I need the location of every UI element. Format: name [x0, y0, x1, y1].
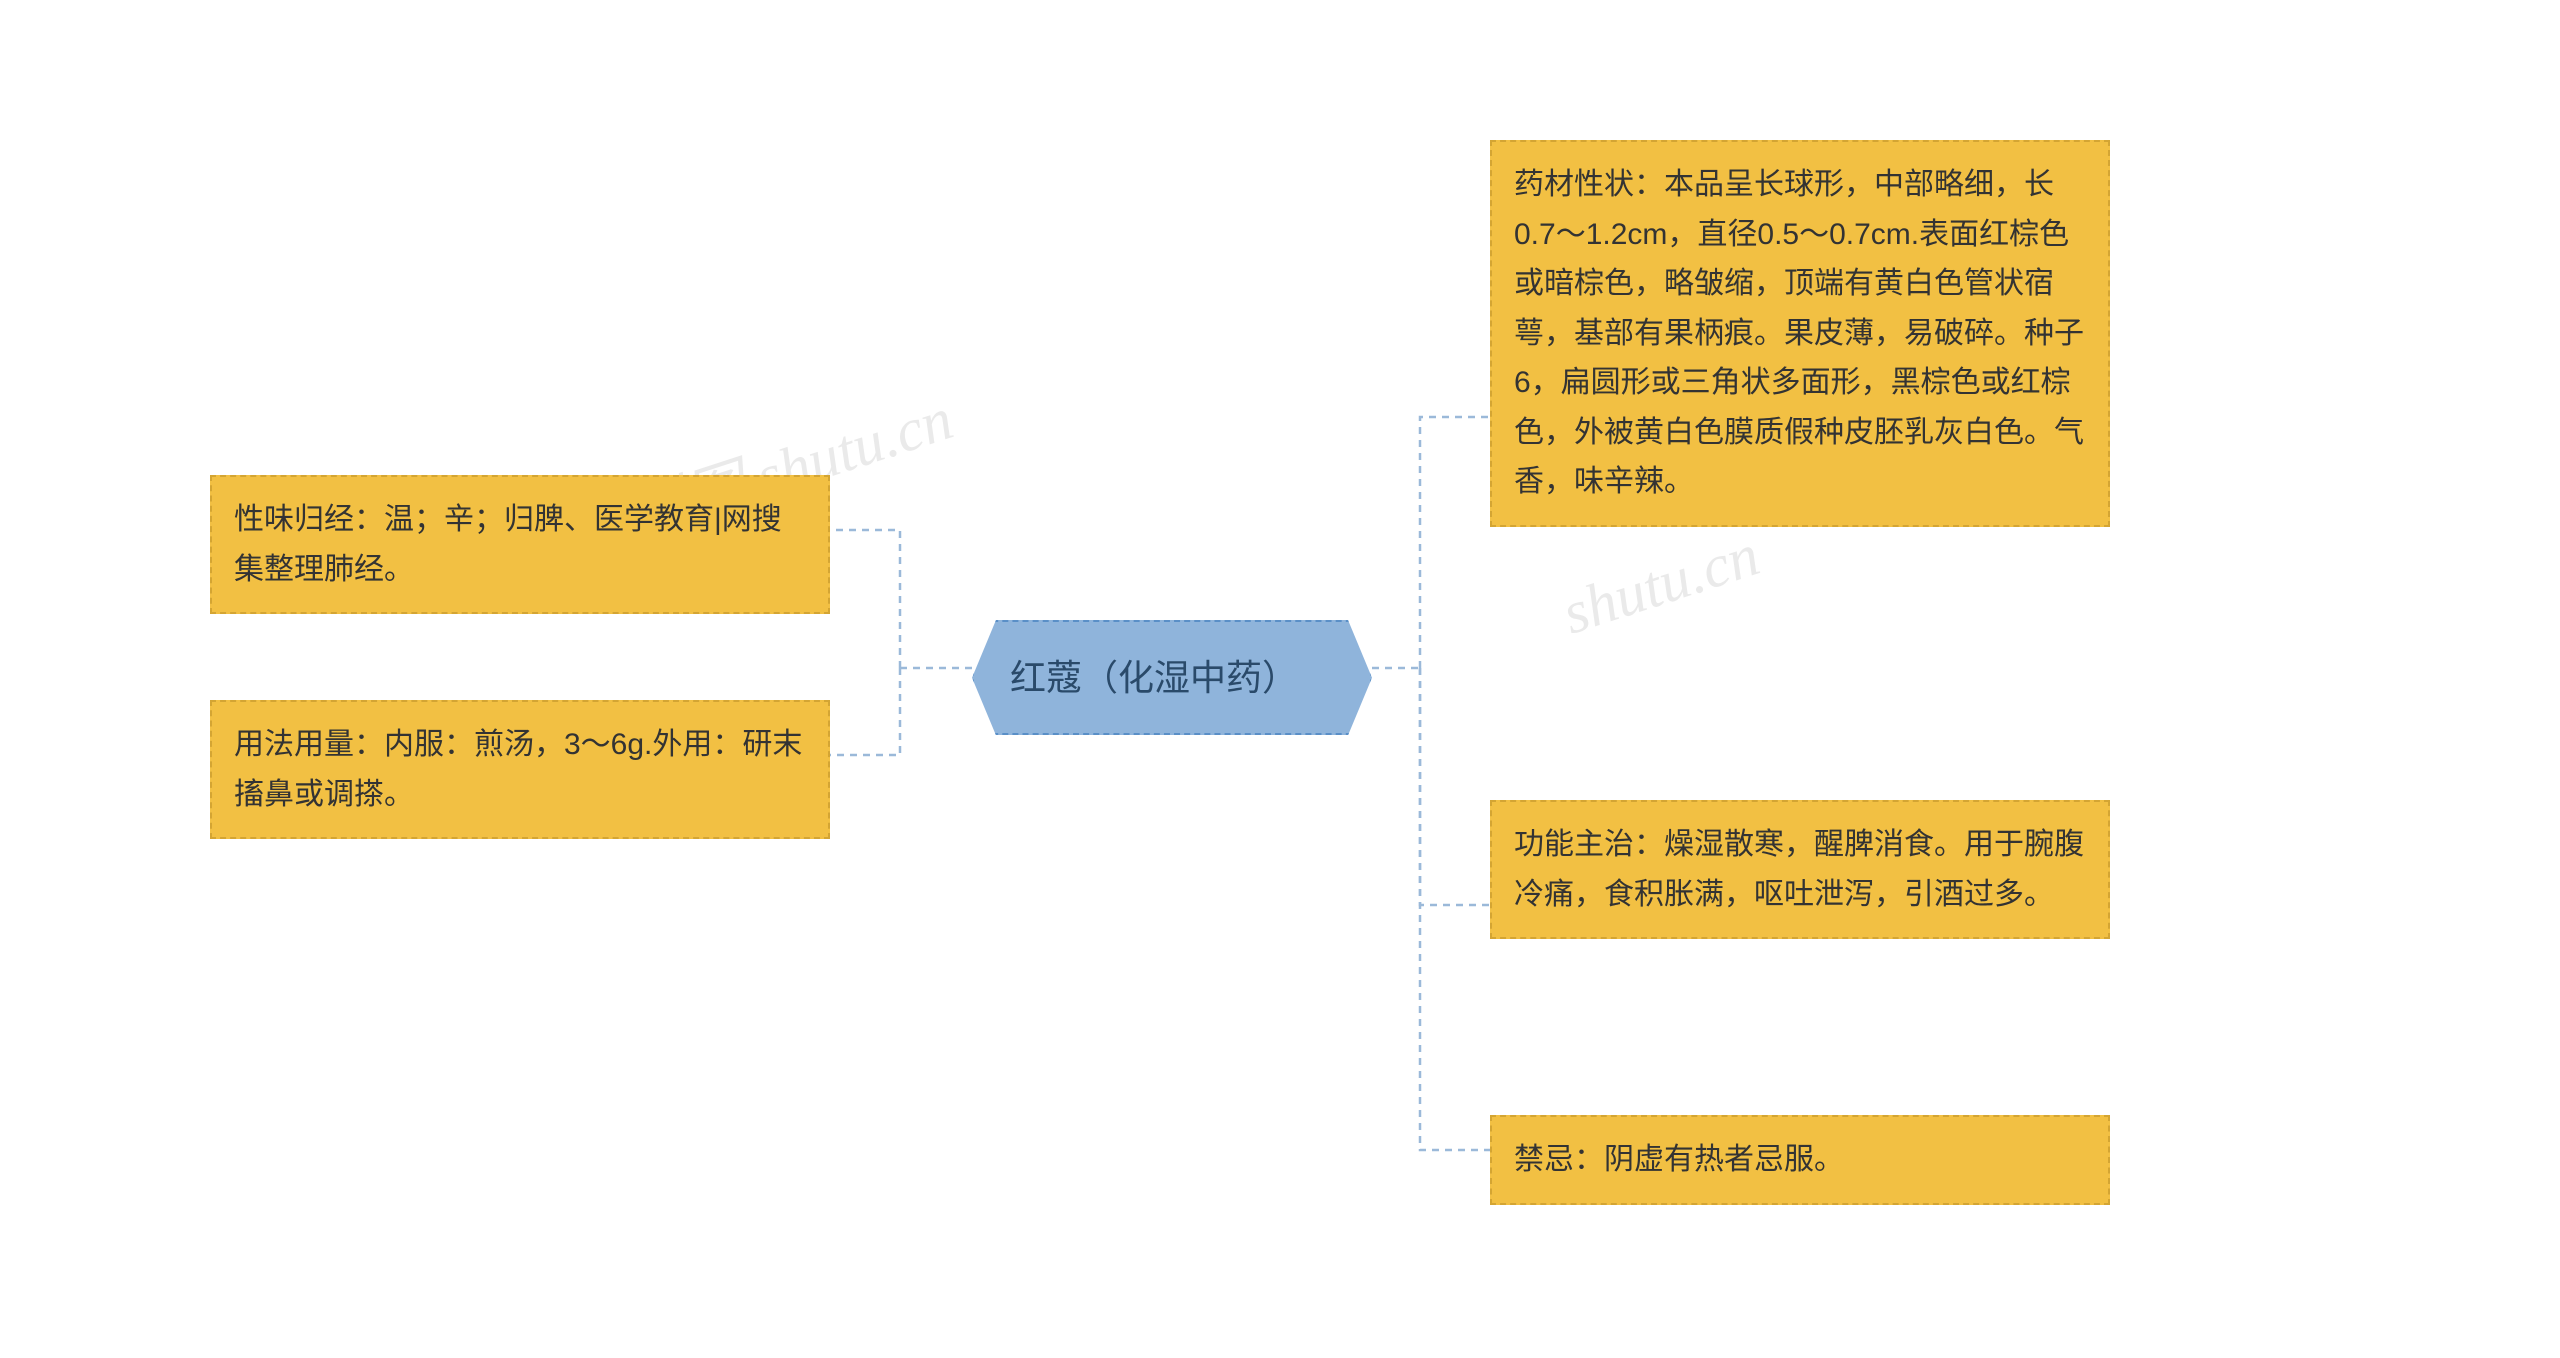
- leaf-dosage-text: 用法用量：内服：煎汤，3～6g.外用：研末搐鼻或调搽。: [234, 728, 802, 811]
- center-node-label: 红蔻（化湿中药）: [1010, 657, 1298, 698]
- watermark-2: shutu.cn: [1554, 521, 1767, 649]
- leaf-characteristics-text: 药材性状：本品呈长球形，中部略细，长0.7～1.2cm，直径0.5～0.7cm.…: [1514, 168, 2084, 498]
- leaf-properties: 性味归经：温；辛；归脾、医学教育|网搜集整理肺经。: [210, 475, 830, 614]
- leaf-function: 功能主治：燥湿散寒，醒脾消食。用于腕腹冷痛，食积胀满，呕吐泄泻，引酒过多。: [1490, 800, 2110, 939]
- leaf-function-text: 功能主治：燥湿散寒，醒脾消食。用于腕腹冷痛，食积胀满，呕吐泄泻，引酒过多。: [1514, 828, 2084, 911]
- center-node: 红蔻（化湿中药）: [972, 620, 1372, 735]
- leaf-contraindication: 禁忌：阴虚有热者忌服。: [1490, 1115, 2110, 1205]
- leaf-characteristics: 药材性状：本品呈长球形，中部略细，长0.7～1.2cm，直径0.5～0.7cm.…: [1490, 140, 2110, 527]
- leaf-properties-text: 性味归经：温；辛；归脾、医学教育|网搜集整理肺经。: [234, 503, 782, 586]
- leaf-dosage: 用法用量：内服：煎汤，3～6g.外用：研末搐鼻或调搽。: [210, 700, 830, 839]
- leaf-contraindication-text: 禁忌：阴虚有热者忌服。: [1514, 1143, 1844, 1176]
